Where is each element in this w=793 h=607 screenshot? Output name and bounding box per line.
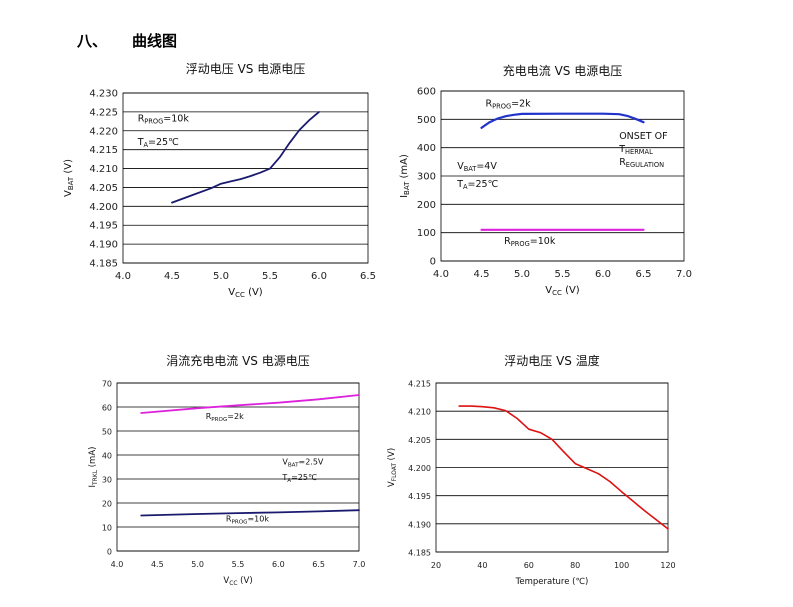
x-tick-label: 5.5: [232, 560, 245, 569]
y-axis-label: VFLOAT (V): [387, 448, 398, 487]
chart-title: 涓流充电电流 VS 电源电压: [166, 353, 309, 368]
y-tick-label: 4.230: [89, 89, 118, 100]
x-tick-label: 4.0: [433, 269, 449, 280]
y-tick-label: 4.195: [408, 492, 431, 501]
y-tick-label: 4.200: [408, 464, 431, 473]
annotation-label: TA=25℃: [456, 179, 498, 191]
y-tick-label: 100: [417, 228, 436, 239]
y-tick-label: 50: [102, 428, 112, 437]
y-axis-label: ITRKL (mA): [88, 447, 99, 488]
annotation-label: RPROG=2k: [486, 99, 532, 111]
y-tick-label: 30: [102, 476, 112, 485]
y-tick-label: 4.185: [89, 259, 118, 270]
x-tick-label: 6.5: [312, 560, 325, 569]
annotation-label: RPROG=10k: [138, 113, 190, 125]
plot-frame: [440, 90, 685, 262]
y-tick-label: 4.200: [89, 202, 118, 213]
x-tick-label: 5.5: [555, 269, 571, 280]
annotation-label: VBAT=4V: [457, 161, 497, 173]
chart-title: 浮动电压 VS 电源电压: [186, 62, 305, 76]
x-tick-label: 7.0: [676, 269, 692, 280]
series-line-rprog-2k: [480, 112, 645, 129]
x-tick-label: 7.0: [353, 560, 366, 569]
x-tick-label: 5.0: [514, 269, 530, 280]
y-tick-label: 4.190: [89, 240, 118, 251]
annotation-label: RPROG=10k: [504, 236, 556, 248]
y-tick-label: 300: [417, 172, 436, 183]
chart-title: 充电电流 VS 电源电压: [503, 63, 622, 78]
x-tick-label: 100: [614, 561, 629, 570]
series-line-rprog-2k: [140, 394, 360, 414]
x-tick-label: 40: [477, 561, 487, 570]
x-tick-label: 6.0: [311, 271, 327, 282]
y-axis-label: VBAT (V): [63, 159, 75, 197]
plot-frame: [116, 382, 360, 552]
chart-float-voltage-vs-temperature: 浮动电压 VS 温度 4.185 4.190 4.195 4.200 4.205 4.210…: [387, 353, 676, 587]
x-axis-label: VCC (V): [545, 285, 580, 297]
annotation-label: THERMAL: [618, 144, 653, 156]
y-tick-label: 20: [102, 500, 112, 509]
chart-trickle-current-vs-supply: 涓流充电电流 VS 电源电压 0 10 20 30 40 50 60 70 4.0 4.5 5.0 5.…: [88, 353, 366, 587]
x-tick-label: 20: [431, 561, 441, 570]
y-tick-label: 600: [417, 87, 436, 98]
section-number: 八、: [77, 32, 108, 50]
y-tick-label: 4.225: [89, 107, 118, 118]
y-tick-label: 500: [417, 115, 436, 126]
x-tick-label: 5.0: [213, 271, 229, 282]
plot-frame: [122, 92, 369, 264]
annotation-label: VBAT=2.5V: [282, 458, 324, 469]
y-tick-label: 60: [102, 404, 112, 413]
annotation-label: RPROG=2k: [206, 412, 244, 423]
y-tick-label: 4.215: [408, 380, 431, 389]
x-tick-label: 5.5: [262, 271, 278, 282]
chart-title: 浮动电压 VS 温度: [504, 353, 599, 368]
x-tick-label: 80: [570, 561, 580, 570]
y-tick-label: 4.215: [89, 145, 118, 156]
annotation-label: REGULATION: [619, 157, 664, 169]
annotation-label: TA=25℃: [137, 137, 179, 149]
x-tick-label: 5.0: [191, 560, 204, 569]
annotation-label: TA=25℃: [281, 473, 317, 484]
x-tick-label: 4.0: [111, 560, 124, 569]
x-tick-label: 4.5: [164, 271, 180, 282]
y-tick-label: 4.190: [408, 520, 431, 529]
y-tick-label: 200: [417, 200, 436, 211]
series-line-rprog-10k: [140, 509, 360, 517]
y-tick-label: 70: [102, 380, 112, 389]
x-axis-label: VCC (V): [223, 576, 252, 587]
y-tick-label: 4.210: [408, 408, 431, 417]
section-title: 曲线图: [132, 32, 178, 50]
y-tick-label: 4.210: [89, 164, 118, 175]
x-tick-label: 6.0: [595, 269, 611, 280]
chart-float-voltage-vs-supply: 浮动电压 VS 电源电压 4.185 4.190 4.195 4.200 4.205 4.2…: [63, 62, 376, 299]
y-tick-label: 4.220: [89, 126, 118, 137]
x-tick-label: 4.5: [151, 560, 164, 569]
x-tick-label: 4.0: [115, 271, 131, 282]
y-tick-label: 4.185: [408, 549, 431, 558]
annotation-label: RPROG=10k: [226, 514, 269, 525]
x-tick-label: 6.5: [360, 271, 376, 282]
y-axis-label: IBAT (mA): [399, 154, 411, 198]
y-tick-label: 10: [102, 524, 112, 533]
y-tick-label: 4.195: [89, 221, 118, 232]
x-tick-label: 60: [524, 561, 534, 570]
y-tick-label: 400: [417, 143, 436, 154]
x-tick-label: 4.5: [474, 269, 490, 280]
chart-charge-current-vs-supply: 充电电流 VS 电源电压 0 100 200 300 400 500 600 4.0 4.5 5.0…: [399, 63, 692, 297]
x-tick-label: 6.0: [272, 560, 285, 569]
x-axis-label: Temperature (℃): [515, 577, 589, 587]
x-tick-label: 6.5: [636, 269, 652, 280]
x-axis-label: VCC (V): [228, 287, 263, 299]
series-line-vfloat: [458, 405, 669, 530]
y-tick-label: 4.205: [89, 183, 118, 194]
series-line-vbat: [171, 111, 320, 204]
y-tick-label: 0: [430, 257, 436, 268]
y-tick-label: 0: [107, 548, 112, 557]
y-tick-label: 4.205: [408, 436, 431, 445]
annotation-label: ONSET OF: [619, 131, 667, 142]
plot-frame: [435, 382, 669, 553]
x-tick-label: 120: [660, 561, 675, 570]
y-tick-label: 40: [102, 452, 112, 461]
